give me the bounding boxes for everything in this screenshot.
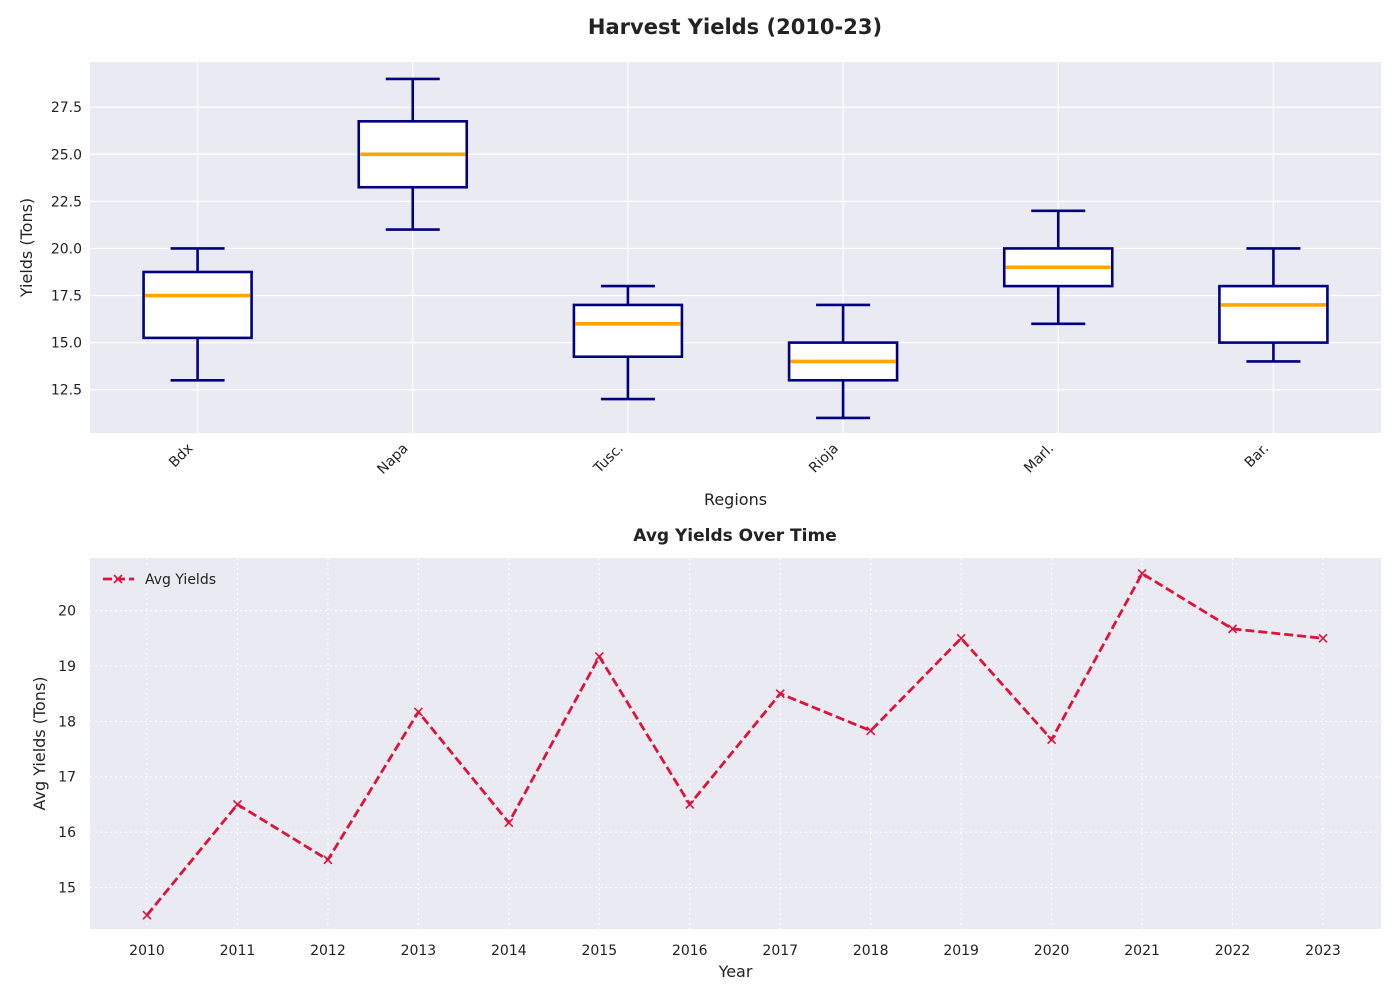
boxplot-y-axis-label: Yields (Tons) xyxy=(17,198,36,298)
data-point-marker xyxy=(504,818,514,828)
data-point-marker xyxy=(775,689,785,699)
box-Marl. xyxy=(1002,209,1114,326)
data-point-marker xyxy=(1047,735,1057,745)
data-point-marker xyxy=(413,707,423,717)
linechart-y-ticks: 15 16 17 18 19 20 xyxy=(58,604,76,897)
linechart-x-tick-label: 2013 xyxy=(401,943,437,959)
box-Rioja xyxy=(787,303,899,420)
boxplot-y-tick-label: 15.0 xyxy=(51,336,82,352)
linechart-y-tick-label: 20 xyxy=(58,604,76,620)
data-point-marker xyxy=(142,910,152,920)
linechart-x-tick-label: 2012 xyxy=(310,943,346,959)
boxplot-y-tick-label: 12.5 xyxy=(51,383,82,399)
linechart-x-tick-label: 2018 xyxy=(853,943,889,959)
linechart-x-tick-label: 2016 xyxy=(672,943,708,959)
linechart-x-tick-label: 2020 xyxy=(1034,943,1070,959)
box-Tusc. xyxy=(572,284,684,401)
linechart-x-tick-label: 2019 xyxy=(943,943,979,959)
boxplot-panel: 12.5 15.0 17.5 20.0 22.5 25.0 27.5 Bdx Napa Tusc… xyxy=(17,62,1381,509)
boxplot-y-tick-label: 17.5 xyxy=(51,289,82,305)
data-point-marker xyxy=(1318,633,1328,643)
linechart-y-tick-label: 15 xyxy=(58,880,76,896)
boxplot-x-tick-label: Marl. xyxy=(1021,441,1057,477)
boxplot-x-tick-label: Bdx xyxy=(166,441,196,471)
data-point-marker xyxy=(1137,568,1147,579)
box-Bdx xyxy=(142,247,253,382)
boxplot-x-tick-label: Tusc. xyxy=(590,441,627,478)
linechart-y-tick-label: 17 xyxy=(58,770,76,786)
boxplot-x-tick-label: Rioja xyxy=(806,441,842,477)
legend-series-marker xyxy=(113,574,123,584)
linechart-plot-area xyxy=(90,558,1381,929)
linechart-y-tick-label: 16 xyxy=(58,825,76,841)
linechart-x-ticks: 2010 2011 2012 2013 2014 2015 2016 2017 2018 2019… xyxy=(129,943,1341,959)
linechart-legend: Avg Yields xyxy=(103,572,216,588)
boxplot-plot-area xyxy=(90,62,1381,433)
linechart-x-tick-label: 2015 xyxy=(581,943,617,959)
boxplot-y-tick-label: 25.0 xyxy=(51,147,82,163)
data-point-marker xyxy=(685,799,695,809)
boxplot-y-tick-label: 27.5 xyxy=(51,100,82,116)
boxplot-x-ticks: Bdx Napa Tusc. Rioja Marl. Bar. xyxy=(166,441,1272,478)
box-body xyxy=(1218,284,1329,344)
data-point-marker xyxy=(866,726,876,736)
linechart-x-tick-label: 2021 xyxy=(1124,943,1160,959)
data-point-marker xyxy=(232,799,243,809)
linechart-x-tick-label: 2010 xyxy=(129,943,165,959)
linechart-x-tick-label: 2011 xyxy=(220,943,256,959)
linechart-y-axis-label: Avg Yields (Tons) xyxy=(30,676,49,810)
linechart-x-axis-label: Year xyxy=(718,962,753,981)
linechart-grid xyxy=(90,558,1381,929)
boxplot-marks xyxy=(142,77,1329,420)
linechart-title: Avg Yields Over Time xyxy=(633,526,836,546)
boxplot-y-tick-label: 20.0 xyxy=(51,241,82,257)
data-point-marker xyxy=(594,651,604,662)
data-point-marker xyxy=(956,633,966,643)
linechart-y-tick-label: 18 xyxy=(58,714,76,730)
boxplot-y-tick-label: 22.5 xyxy=(51,194,82,210)
boxplot-y-ticks: 12.5 15.0 17.5 20.0 22.5 25.0 27.5 xyxy=(51,100,82,398)
linechart-marks xyxy=(142,568,1328,920)
legend-series-label: Avg Yields xyxy=(145,572,216,588)
linechart-x-tick-label: 2022 xyxy=(1215,943,1251,959)
data-point-marker xyxy=(1227,624,1238,634)
box-body xyxy=(572,303,684,359)
boxplot-x-tick-label: Bar. xyxy=(1242,441,1272,471)
linechart-x-tick-label: 2023 xyxy=(1305,943,1341,959)
box-Bar. xyxy=(1218,247,1329,363)
linechart-x-tick-label: 2014 xyxy=(491,943,527,959)
box-body xyxy=(142,270,253,340)
boxplot-x-axis-label: Regions xyxy=(704,490,767,509)
data-point-marker xyxy=(323,855,333,865)
boxplot-x-tick-label: Napa xyxy=(374,441,411,478)
linechart-y-tick-label: 19 xyxy=(58,659,76,675)
figure-title: Harvest Yields (2010-23) xyxy=(588,15,882,39)
linechart-x-tick-label: 2017 xyxy=(762,943,798,959)
box-Napa xyxy=(357,77,469,231)
series-line xyxy=(145,572,1324,917)
